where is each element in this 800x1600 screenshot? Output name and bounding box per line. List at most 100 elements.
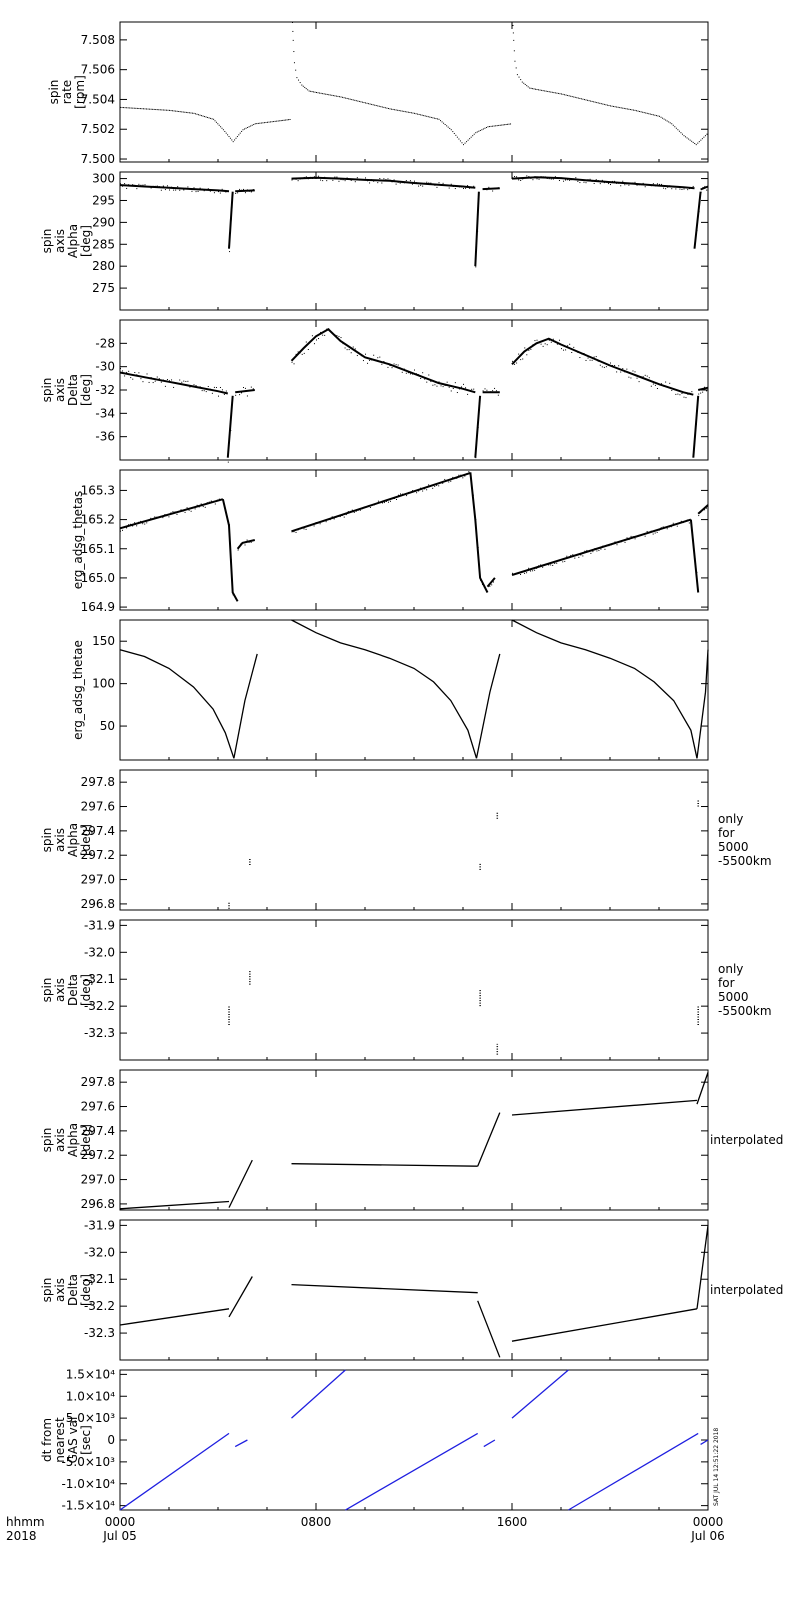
data-dot bbox=[124, 375, 126, 377]
data-dot bbox=[377, 182, 379, 184]
data-dot bbox=[252, 189, 254, 191]
data-dot bbox=[164, 514, 166, 516]
data-dot bbox=[373, 354, 375, 356]
data-dot bbox=[154, 516, 156, 518]
data-dot bbox=[202, 115, 204, 117]
data-dot bbox=[196, 504, 198, 506]
data-dot bbox=[642, 111, 644, 113]
data-dot bbox=[634, 181, 636, 183]
series-line bbox=[693, 191, 702, 249]
data-dot bbox=[207, 386, 209, 388]
data-dot bbox=[674, 523, 676, 525]
data-dot bbox=[132, 184, 134, 186]
data-dot bbox=[251, 124, 253, 126]
data-dot bbox=[588, 100, 590, 102]
data-dot bbox=[375, 503, 377, 505]
data-dot bbox=[700, 191, 702, 193]
data-dot bbox=[199, 187, 201, 189]
data-dot bbox=[402, 493, 404, 495]
data-dot bbox=[698, 393, 700, 395]
data-dot bbox=[580, 98, 582, 100]
panel-10: -1.5×10⁴ -1.0×10⁴ -5.0×10³ 0 5.0×10³ 1.0×10⁴ 1… bbox=[40, 1367, 709, 1513]
data-dot bbox=[536, 89, 538, 91]
y-tick-label: 165.3 bbox=[81, 483, 115, 497]
data-dot bbox=[542, 90, 544, 92]
data-dot bbox=[207, 188, 209, 190]
data-dot bbox=[604, 548, 606, 550]
data-dot bbox=[150, 377, 152, 379]
data-dot bbox=[591, 100, 593, 102]
data-dot bbox=[706, 133, 708, 135]
data-dot bbox=[665, 119, 667, 121]
data-dot bbox=[495, 187, 497, 189]
data-dot bbox=[632, 370, 634, 372]
data-dot bbox=[381, 363, 383, 365]
data-dot bbox=[229, 137, 231, 139]
data-dot bbox=[553, 92, 555, 94]
data-dot bbox=[405, 180, 407, 182]
data-dot bbox=[351, 509, 353, 511]
data-dot bbox=[303, 528, 305, 530]
data-dot bbox=[566, 555, 568, 557]
data-dot bbox=[452, 387, 454, 389]
data-dot bbox=[173, 386, 175, 388]
y-tick-label: 296.8 bbox=[81, 897, 115, 911]
data-dot bbox=[631, 109, 633, 111]
data-dot bbox=[162, 109, 164, 111]
data-dot bbox=[354, 348, 356, 350]
data-dot bbox=[544, 564, 546, 566]
data-dot bbox=[411, 373, 413, 375]
data-dot bbox=[583, 181, 585, 183]
y-tick-label: -31.9 bbox=[84, 918, 115, 932]
data-dot bbox=[307, 348, 309, 350]
data-dot bbox=[458, 138, 460, 140]
data-dot bbox=[236, 136, 238, 138]
data-dot bbox=[548, 178, 550, 180]
data-dot bbox=[296, 77, 298, 79]
data-dot bbox=[692, 141, 694, 143]
data-dot bbox=[395, 498, 397, 500]
data-dot bbox=[515, 67, 517, 69]
data-dot bbox=[239, 394, 241, 396]
data-dot bbox=[686, 137, 688, 139]
data-dot bbox=[455, 134, 457, 136]
data-dot bbox=[375, 105, 377, 107]
data-dot bbox=[663, 385, 665, 387]
data-dot bbox=[338, 180, 340, 182]
data-dot bbox=[141, 108, 143, 110]
data-dot bbox=[232, 594, 234, 596]
data-dot bbox=[638, 381, 640, 383]
y-tick-label: -34 bbox=[95, 406, 115, 420]
data-dot bbox=[626, 183, 628, 185]
y-axis-label: nearest bbox=[53, 1417, 67, 1463]
data-dot bbox=[703, 136, 705, 138]
data-dot bbox=[436, 484, 438, 486]
data-dot bbox=[412, 490, 414, 492]
data-dot bbox=[612, 180, 614, 182]
data-dot bbox=[377, 500, 379, 502]
data-dot bbox=[578, 556, 580, 558]
data-dot bbox=[467, 393, 469, 395]
data-dot bbox=[200, 503, 202, 505]
data-dot bbox=[188, 112, 190, 114]
data-dot bbox=[442, 386, 444, 388]
data-dot bbox=[331, 94, 333, 96]
data-dot bbox=[193, 112, 195, 114]
data-dot bbox=[393, 363, 395, 365]
data-dot bbox=[587, 357, 589, 359]
data-dot bbox=[574, 96, 576, 98]
data-dot bbox=[622, 107, 624, 109]
data-dot bbox=[569, 179, 571, 181]
data-dot bbox=[395, 364, 397, 366]
series-line bbox=[696, 1072, 709, 1105]
data-dot bbox=[512, 32, 514, 34]
data-dot bbox=[524, 177, 526, 179]
data-dot bbox=[205, 391, 207, 393]
data-dot bbox=[690, 521, 692, 523]
data-dot bbox=[295, 178, 297, 180]
data-dot bbox=[652, 533, 654, 535]
data-dot bbox=[369, 506, 371, 508]
data-dot bbox=[556, 177, 558, 179]
data-dot bbox=[332, 95, 334, 97]
data-dot bbox=[369, 182, 371, 184]
